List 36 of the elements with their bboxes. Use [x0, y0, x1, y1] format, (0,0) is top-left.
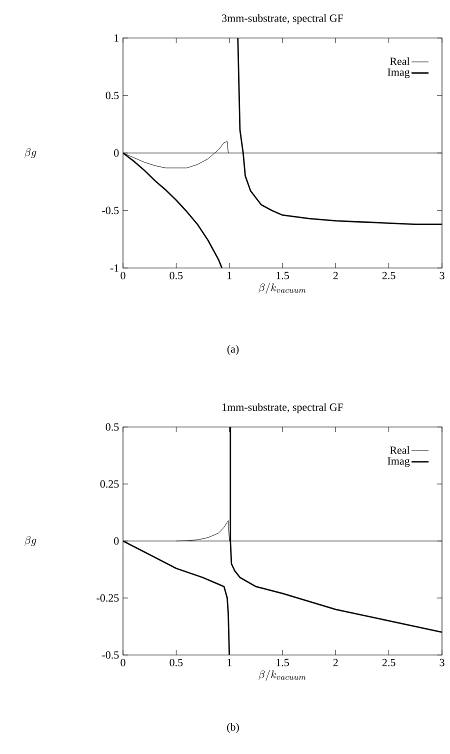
x-tick-label: 0 — [120, 272, 126, 280]
x-tick-label: 1 — [228, 272, 232, 280]
x-tick-label: 0.5 — [170, 272, 183, 280]
y-tick-label: 0.5 — [106, 92, 119, 100]
y-tick-label: 0 — [114, 149, 119, 157]
chart-title: 3mm-substrate, spectral GF — [222, 14, 344, 24]
y-tick-label: 0.5 — [106, 423, 119, 431]
x-tick-label: 0.5 — [170, 658, 183, 666]
x-tick-label: 3 — [440, 272, 444, 280]
x-axis-title: $\beta/k_{vacuum}$ — [258, 282, 306, 294]
y-axis-title: $\beta g$ — [24, 536, 36, 546]
y-tick-label: -1 — [110, 264, 118, 272]
chart-title: 1mm-substrate, spectral GF — [222, 403, 344, 414]
y-tick-label: 1 — [114, 34, 118, 42]
x-tick-label: 2.5 — [382, 658, 396, 666]
x-axis-title: $\beta/k_{vacuum}$ — [258, 670, 306, 681]
x-tick-label: 0 — [120, 658, 126, 666]
x-tick-label: 1.5 — [276, 658, 289, 666]
x-tick-label: 1 — [228, 658, 232, 666]
x-tick-label: 2 — [333, 272, 338, 280]
y-tick-label: 0 — [114, 537, 119, 545]
legend-label: Real — [390, 57, 410, 66]
y-axis-title: $\beta g$ — [24, 148, 36, 158]
y-tick-label: -0.25 — [96, 594, 119, 602]
x-tick-label: 3 — [440, 658, 444, 666]
y-tick-label: -0.5 — [102, 206, 119, 214]
y-tick-label: -0.5 — [102, 651, 119, 659]
x-tick-label: 2 — [333, 658, 338, 666]
x-tick-label: 2.5 — [382, 272, 396, 280]
x-tick-label: 1.5 — [276, 272, 289, 280]
text: (a) — [227, 345, 239, 355]
legend-label: Imag — [388, 457, 410, 468]
y-tick-label: 0.25 — [100, 480, 119, 488]
legend-label: Imag — [388, 68, 410, 78]
text: (b) — [227, 723, 239, 733]
legend-label: Real — [390, 446, 410, 454]
